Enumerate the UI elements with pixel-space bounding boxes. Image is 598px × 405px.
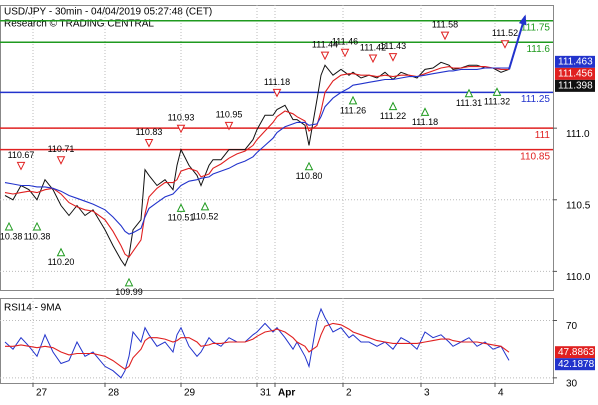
y-tick-label: 70 xyxy=(566,321,578,332)
low-label: 111.31 xyxy=(456,98,482,108)
last-value-label: 111.456 xyxy=(558,68,593,79)
high-marker xyxy=(440,31,450,41)
rsi-panel-frame xyxy=(0,298,554,384)
low-marker xyxy=(176,203,186,212)
low-marker xyxy=(388,101,398,111)
x-tick-label: 31 xyxy=(260,388,272,399)
low-marker xyxy=(200,201,210,211)
series-line xyxy=(5,322,510,370)
high-marker xyxy=(340,48,350,58)
low-marker xyxy=(4,221,14,231)
high-label: 110.95 xyxy=(216,110,243,120)
high-marker xyxy=(500,40,510,49)
last-value-box xyxy=(555,346,595,359)
high-marker xyxy=(272,88,282,98)
low-label: 110.38 xyxy=(0,231,22,241)
high-marker xyxy=(56,156,66,165)
low-marker xyxy=(124,277,134,287)
high-marker xyxy=(368,54,378,64)
last-value-box xyxy=(555,358,595,371)
low-marker xyxy=(420,107,430,116)
projection-arrow xyxy=(508,16,526,70)
high-label: 111.42 xyxy=(360,42,386,52)
y-tick-label: 111.0 xyxy=(566,129,590,140)
high-label: 111.18 xyxy=(264,77,290,87)
low-label: 109.99 xyxy=(115,287,143,297)
high-label: 111.46 xyxy=(332,37,358,47)
chart-subtitle: Research © TRADING CENTRAL xyxy=(4,19,154,30)
high-marker xyxy=(320,51,330,61)
last-value-label: 47.8863 xyxy=(558,347,595,358)
high-marker xyxy=(144,139,154,148)
high-label: 111.43 xyxy=(380,41,406,51)
x-tick-label: 27 xyxy=(36,388,48,399)
y-tick-label: 30 xyxy=(566,378,578,389)
y-tick-label: 110.0 xyxy=(566,272,591,283)
x-tick-label: Apr xyxy=(278,388,295,399)
x-tick-label: 3 xyxy=(424,388,430,399)
high-marker xyxy=(176,124,186,134)
series-line xyxy=(4,67,509,235)
low-label: 111.32 xyxy=(484,97,510,107)
high-label: 110.67 xyxy=(8,150,35,160)
low-marker xyxy=(492,87,502,96)
rsi-title: RSI14 - 9MA xyxy=(4,303,62,314)
x-tick-label: 29 xyxy=(184,388,196,399)
high-label: 111.52 xyxy=(492,28,518,38)
low-label: 111.22 xyxy=(380,111,406,121)
level-label: 111.25 xyxy=(521,94,551,105)
level-label: 110.85 xyxy=(520,151,550,162)
low-label: 111.18 xyxy=(412,117,438,127)
last-value-box xyxy=(555,67,595,80)
level-label: 111.75 xyxy=(521,22,551,33)
last-value-box xyxy=(555,79,595,92)
last-value-label: 42.1878 xyxy=(558,359,595,370)
x-tick-label: 2 xyxy=(346,388,352,399)
high-marker xyxy=(16,161,26,171)
y-tick-label: 110.5 xyxy=(566,200,591,211)
low-marker xyxy=(304,161,314,171)
low-marker xyxy=(56,247,66,257)
high-label: 111.44 xyxy=(312,40,338,50)
low-marker xyxy=(32,221,42,231)
level-label: 111 xyxy=(535,130,551,141)
low-label: 110.80 xyxy=(296,171,323,181)
high-marker xyxy=(224,121,234,131)
low-marker xyxy=(348,95,358,105)
high-label: 110.71 xyxy=(48,144,75,154)
x-tick-label: 28 xyxy=(108,388,120,399)
high-marker xyxy=(388,53,398,62)
high-label: 110.83 xyxy=(136,127,163,137)
high-label: 111.58 xyxy=(432,19,458,29)
price-panel-frame xyxy=(0,5,554,291)
chart-title: USD/JPY - 30min - 04/04/2019 05:27:48 (C… xyxy=(4,7,212,18)
last-value-label: 111.398 xyxy=(558,80,593,91)
x-tick-label: 4 xyxy=(498,388,504,399)
projection-arrowhead xyxy=(518,14,527,26)
low-label: 110.52 xyxy=(192,211,219,221)
low-marker xyxy=(464,88,474,98)
low-label: 110.20 xyxy=(48,257,75,267)
last-value-box xyxy=(555,55,595,68)
low-label: 110.51 xyxy=(168,213,195,223)
series-line xyxy=(4,307,510,379)
low-label: 111.26 xyxy=(340,105,366,115)
last-value-label: 111.463 xyxy=(558,56,593,67)
high-label: 110.93 xyxy=(168,113,195,123)
low-label: 110.38 xyxy=(24,231,51,241)
level-label: 111.6 xyxy=(526,44,550,55)
